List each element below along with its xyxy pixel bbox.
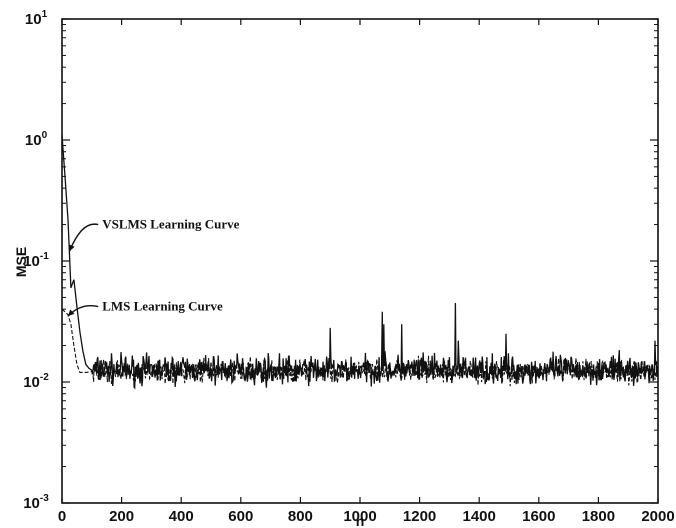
x-tick-label: 400 — [169, 508, 194, 525]
x-tick-label: 1000 — [343, 508, 376, 525]
x-tick-label: 1600 — [522, 508, 555, 525]
x-tick-label: 200 — [109, 508, 134, 525]
x-tick-label: 1800 — [582, 508, 615, 525]
y-tick-label: 10-2 — [23, 372, 49, 391]
y-tick-label: 10-1 — [23, 251, 49, 270]
annotations: VSLMS Learning Curve LMS Learning Curve — [67, 217, 240, 317]
x-tick-label: 0 — [58, 508, 66, 525]
annotation-label: LMS Learning Curve — [102, 299, 223, 314]
y-tick-label: 101 — [25, 9, 48, 28]
annotation-arrowhead — [68, 244, 75, 252]
axes: 0 200 400 600 800 1000 1200 1400 1600 1800 2000 10-… — [23, 9, 674, 525]
x-axis-title: n — [356, 513, 365, 528]
y-axis-title: MSE — [13, 247, 29, 277]
annotation-arrow — [67, 304, 99, 317]
x-tick-label: 800 — [288, 508, 313, 525]
x-tick-label: 1200 — [403, 508, 436, 525]
x-tick-label: 1400 — [463, 508, 496, 525]
y-tick-label: 10-3 — [23, 493, 49, 512]
annotation-label: VSLMS Learning Curve — [102, 217, 239, 232]
plot-frame — [61, 18, 659, 504]
series-dashed-line — [61, 308, 659, 387]
series-solid-line — [61, 134, 659, 390]
annotation-arrowhead — [67, 309, 75, 317]
x-tick-label: 2000 — [641, 508, 674, 525]
x-tick-label: 600 — [228, 508, 253, 525]
plot-content — [61, 134, 659, 390]
y-tick-label: 100 — [25, 130, 48, 149]
